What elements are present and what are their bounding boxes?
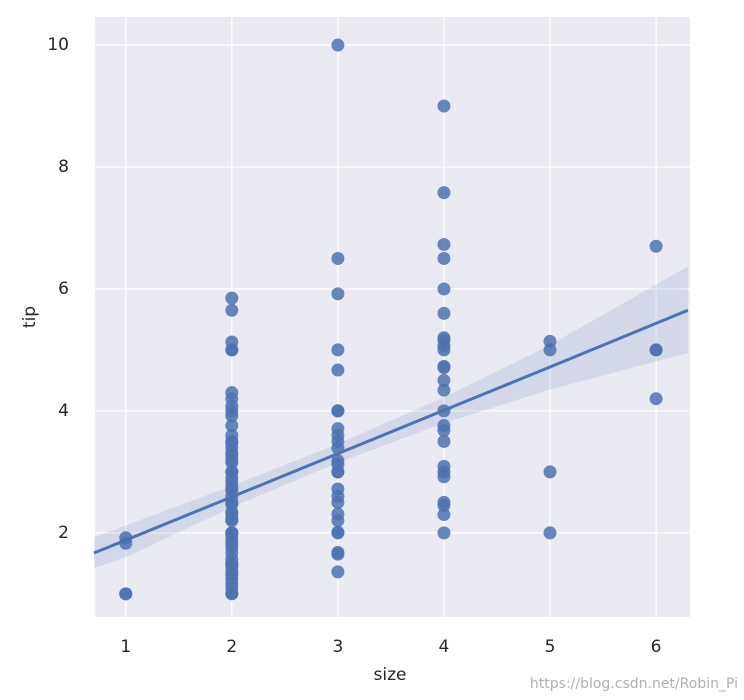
point xyxy=(437,423,451,437)
point xyxy=(437,434,451,448)
point xyxy=(225,303,239,317)
point xyxy=(649,239,663,253)
x-axis-label: size xyxy=(374,665,407,685)
point xyxy=(437,237,451,251)
point xyxy=(437,526,451,540)
point xyxy=(649,392,663,406)
regression-line xyxy=(93,308,689,555)
point xyxy=(225,343,239,357)
point xyxy=(225,409,239,423)
point xyxy=(225,419,239,433)
y-tick-label: 4 xyxy=(58,401,69,421)
point xyxy=(331,287,345,301)
point xyxy=(331,495,345,509)
y-tick-label: 6 xyxy=(58,279,69,299)
y-tick-label: 8 xyxy=(58,157,69,177)
watermark: https://blog.csdn.net/Robin_Pi xyxy=(530,676,738,692)
point xyxy=(331,404,345,418)
plot-area xyxy=(95,17,690,617)
point xyxy=(225,291,239,305)
point xyxy=(437,99,451,113)
point xyxy=(543,526,557,540)
x-tick-label: 6 xyxy=(651,637,662,657)
point xyxy=(437,343,451,357)
point xyxy=(437,470,451,484)
point xyxy=(225,587,239,601)
point xyxy=(331,38,345,52)
point xyxy=(437,361,451,375)
point xyxy=(331,343,345,357)
point xyxy=(331,547,345,561)
point xyxy=(437,306,451,320)
x-tick-label: 4 xyxy=(439,637,450,657)
point xyxy=(331,465,345,479)
point xyxy=(331,514,345,528)
point xyxy=(437,508,451,522)
x-tick-label: 1 xyxy=(120,637,131,657)
x-tick-label: 2 xyxy=(226,637,237,657)
point xyxy=(437,186,451,200)
point xyxy=(331,526,345,540)
point xyxy=(437,383,451,397)
y-tick-label: 10 xyxy=(47,35,69,55)
point xyxy=(437,373,451,387)
point xyxy=(543,465,557,479)
point xyxy=(331,565,345,579)
point xyxy=(437,282,451,296)
x-tick-label: 3 xyxy=(332,637,343,657)
point xyxy=(225,456,239,470)
point xyxy=(543,343,557,357)
point xyxy=(331,251,345,265)
point xyxy=(331,363,345,377)
point xyxy=(649,343,663,357)
y-axis-label: tip xyxy=(20,306,40,328)
y-tick-label: 2 xyxy=(58,523,69,543)
point xyxy=(119,587,133,601)
x-tick-label: 5 xyxy=(545,637,556,657)
point xyxy=(225,514,239,528)
point xyxy=(437,498,451,512)
point xyxy=(437,251,451,265)
